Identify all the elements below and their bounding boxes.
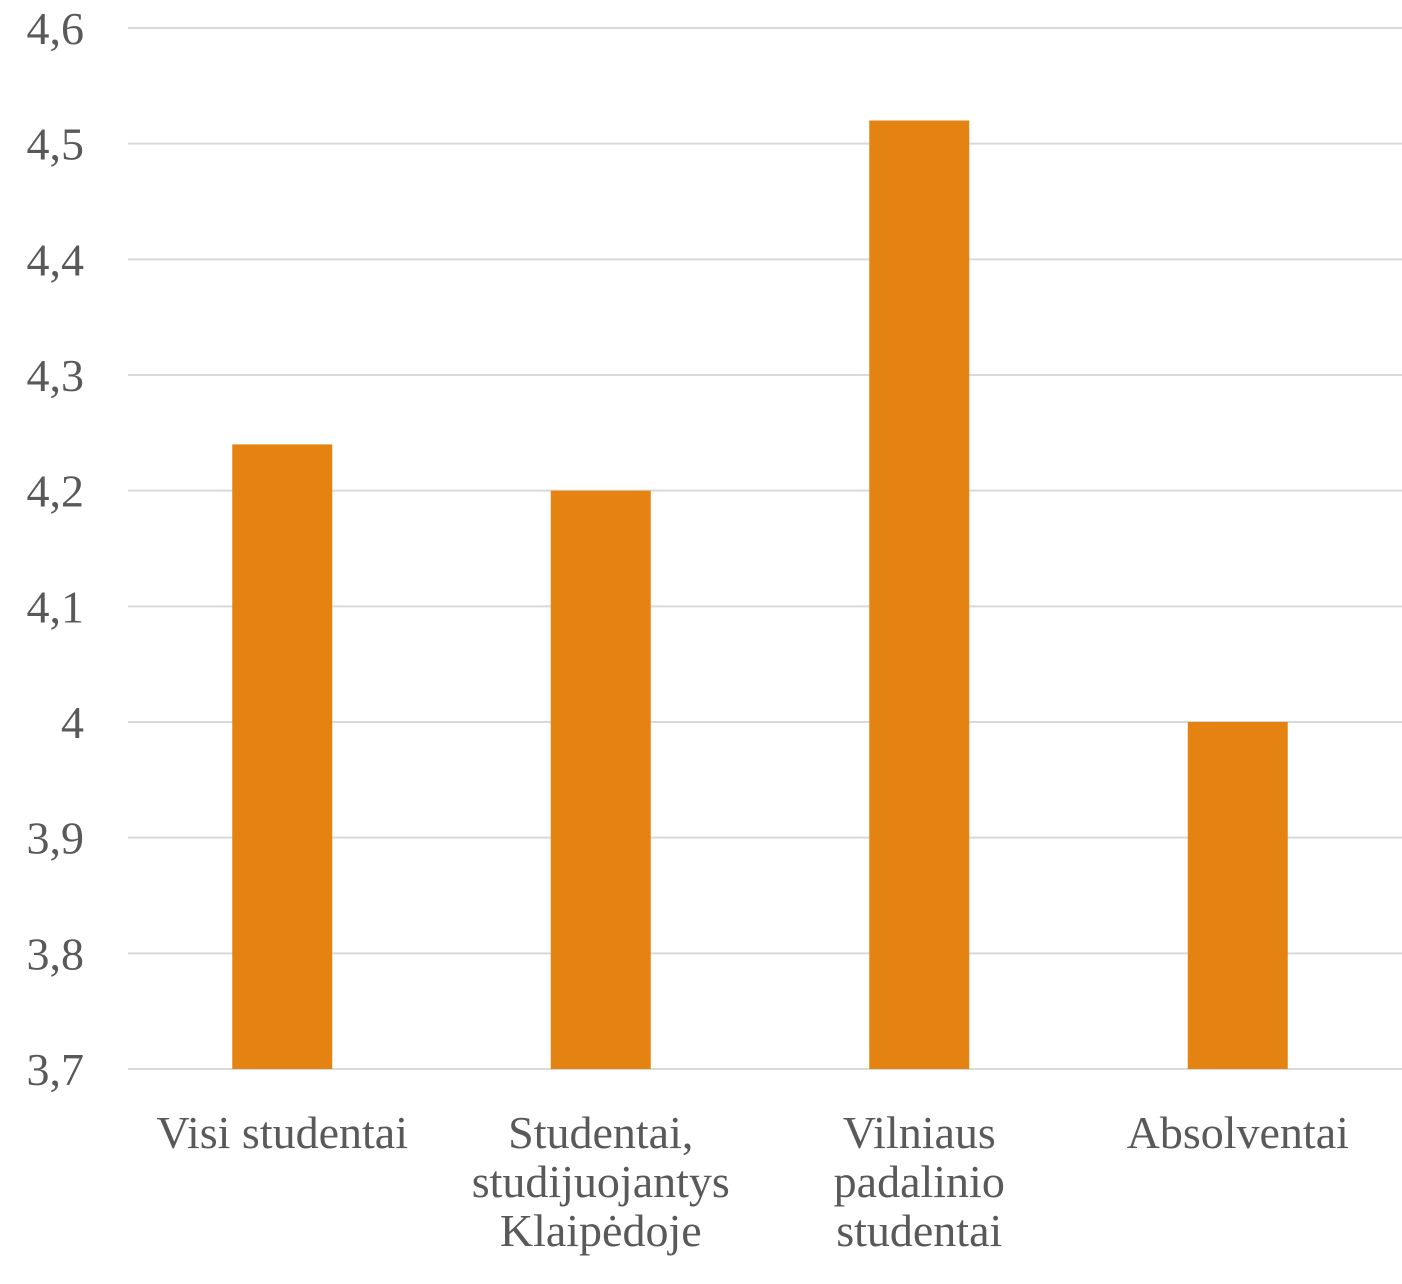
- x-category-label: Vilniaus padalinio studentai: [834, 1107, 1005, 1256]
- y-tick-label: 3,7: [27, 1044, 85, 1095]
- x-category-label: Absolventai: [1127, 1107, 1349, 1158]
- y-tick-label: 4,4: [27, 234, 85, 285]
- y-tick-label: 4: [61, 697, 84, 748]
- y-tick-label: 4,5: [27, 119, 85, 170]
- y-tick-label: 4,6: [27, 3, 85, 54]
- y-tick-label: 3,8: [27, 928, 85, 979]
- bar: [1187, 722, 1288, 1069]
- y-tick-label: 4,1: [27, 581, 85, 632]
- x-category-label: Studentai, studijuojantys Klaipėdoje: [472, 1107, 730, 1256]
- y-tick-label: 3,9: [27, 813, 85, 864]
- y-tick-label: 4,2: [27, 466, 85, 517]
- y-axis-tick-labels: 3,7 3,8 3,9 4 4,1 4,2 4,3 4,4 4,5 4,6: [27, 3, 85, 1095]
- x-category-label: Visi studentai: [157, 1107, 409, 1158]
- bar: [232, 444, 333, 1069]
- bar: [550, 490, 651, 1070]
- gridlines: [128, 27, 1402, 1070]
- x-axis-category-labels: Visi studentai Studentai, studijuojantys Kl…: [157, 1107, 1349, 1256]
- y-tick-label: 4,3: [27, 350, 85, 401]
- bar: [869, 120, 970, 1070]
- bars: [232, 120, 1288, 1070]
